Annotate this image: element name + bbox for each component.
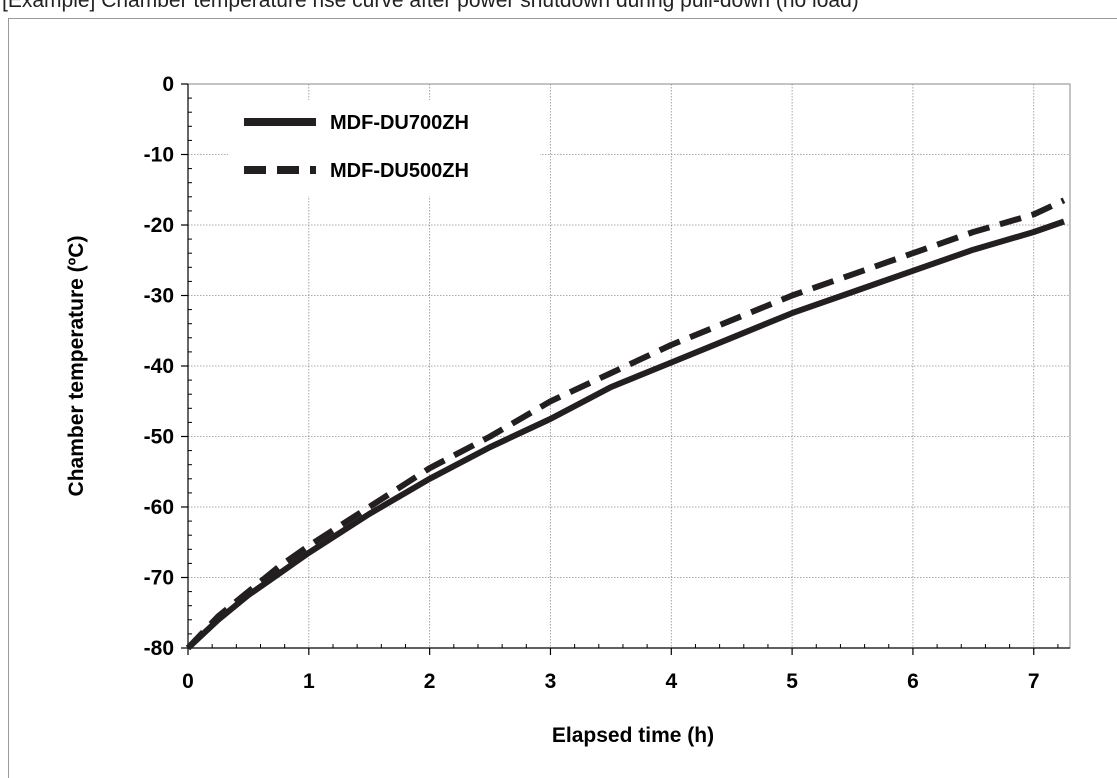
y-tick-label: -60 — [144, 496, 174, 519]
y-tick-label: -20 — [144, 214, 174, 237]
x-tick-label: 3 — [545, 670, 557, 693]
legend-background — [228, 100, 540, 196]
x-tick-label: 7 — [1028, 670, 1040, 693]
header-caption: [Example] Chamber temperature rise curve… — [0, 0, 1117, 20]
x-axis-title: Elapsed time (h) — [552, 724, 714, 747]
x-tick-label: 1 — [303, 670, 315, 693]
series-layer — [185, 197, 1066, 651]
x-tick-label: 6 — [907, 670, 919, 693]
y-tick-label: -30 — [144, 285, 174, 308]
y-tick-label: -10 — [144, 144, 174, 167]
chart-frame — [8, 18, 1117, 778]
x-tick-label: 5 — [786, 670, 798, 693]
y-axis-title: Chamber temperature (ºC) — [65, 236, 88, 497]
header-caption-text: [Example] Chamber temperature rise curve… — [2, 0, 859, 12]
ticks: 0 -10 -20 -30 -40 -50 -60 -70 -80 0 1 2 3 4 5 6 7 — [144, 73, 1059, 693]
legend-label: MDF-DU700ZH — [330, 112, 469, 134]
y-tick-label: -40 — [144, 355, 174, 378]
legend-label: MDF-DU500ZH — [330, 160, 469, 182]
x-tick-label: 0 — [182, 670, 194, 693]
legend: MDF-DU700ZH MDF-DU500ZH — [228, 100, 540, 196]
y-tick-label: -50 — [144, 426, 174, 449]
series-line-mdf-du700zh — [185, 218, 1065, 651]
x-tick-label: 4 — [665, 670, 677, 693]
y-tick-label: 0 — [162, 73, 174, 96]
y-tick-label: -80 — [144, 637, 174, 660]
x-tick-label: 2 — [424, 670, 436, 693]
series-line-mdf-du500zh — [185, 197, 1066, 651]
y-tick-label: -70 — [144, 567, 174, 590]
